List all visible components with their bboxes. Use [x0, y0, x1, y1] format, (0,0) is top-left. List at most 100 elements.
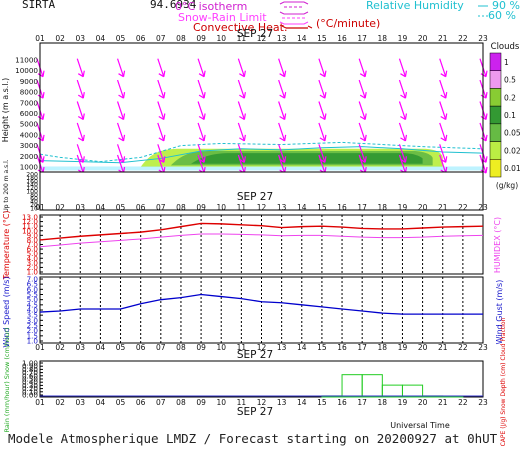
colorbar-label-0.02: 0.02: [504, 146, 521, 155]
low-height-tick-200: 200: [26, 172, 38, 179]
header: SIRTA 94.6934 0°C isotherm Snow-Rain Lim…: [22, 0, 520, 40]
wind-arrow-shaft: [278, 58, 286, 77]
wind-arrow-shaft: [358, 154, 366, 174]
wind-arrow-shaft: [157, 79, 165, 99]
wind-arrow-17-8000: [358, 79, 367, 99]
wind-arrow-shaft: [237, 122, 245, 142]
temp-tick-2.0: 2.0: [27, 263, 39, 272]
wind-hour-06: 06: [136, 343, 146, 352]
wind-arrow-19-4000: [398, 122, 408, 142]
temp-hour-07: 07: [156, 203, 166, 212]
wind-arrow-shaft: [278, 101, 286, 120]
rain-tick-0.60: 0.60: [22, 371, 38, 380]
height-tick-9000: 9000: [20, 77, 39, 86]
wind-arrow-21-10000: [439, 58, 448, 78]
wind-hour-08: 08: [176, 343, 186, 352]
rain-hour-01: 01: [35, 398, 45, 407]
wind-arrow-head: [400, 92, 408, 99]
wind-arrow-head: [279, 113, 287, 121]
temp-axis-label: Temperature (°C): [2, 210, 11, 280]
wind-arrow-shaft: [197, 101, 205, 120]
temp-tick-12.0: 12.0: [22, 217, 38, 226]
height-tick-7000: 7000: [20, 98, 39, 107]
wind-arrow-head: [279, 70, 287, 78]
wind-arrow-head: [198, 92, 206, 99]
wind-arrow-shaft: [237, 79, 245, 99]
wind-hour-16: 16: [337, 343, 347, 352]
rain-hour-13: 13: [277, 398, 287, 407]
wind-arrow-shaft: [76, 101, 84, 120]
wind-arrow-shaft: [439, 144, 447, 163]
top-hour-12: 12: [257, 34, 267, 43]
wind-arrow-shaft: [197, 79, 205, 99]
cloud-panel-frame: [39, 42, 484, 211]
colorbar-swatch-0.01: [489, 159, 502, 178]
wind-arrow-shaft: [76, 154, 84, 174]
temp-tick-4.0: 4.0: [27, 254, 39, 263]
wind-arrow-17-4000: [358, 122, 367, 142]
wind-hour-02: 02: [55, 343, 65, 352]
temp-tick-11.0: 11.0: [22, 222, 38, 231]
height-tick-4000: 4000: [20, 130, 39, 139]
wind-arrow-head: [440, 113, 448, 121]
wind-arrow-head: [319, 113, 327, 121]
wind-arrow-15-8000: [318, 79, 327, 99]
wind-arrow-shaft: [358, 122, 366, 142]
wind-arrow-shaft: [358, 144, 366, 163]
wind-arrow-13-8000: [278, 79, 287, 99]
temp-hour-12: 12: [257, 203, 267, 212]
rain-hour-05: 05: [116, 398, 126, 407]
colorbar-swatch-0.5: [489, 70, 502, 89]
colorbar-label-0.2: 0.2: [504, 93, 516, 102]
low-humidity-band: [40, 166, 483, 171]
colorbar-label-1: 1: [504, 58, 509, 67]
rain-hour-08: 08: [176, 398, 186, 407]
wind-tick-2.0: 2.0: [27, 326, 39, 335]
wind-arrow-shaft: [398, 79, 407, 99]
colorbar-swatch-0.02: [489, 141, 502, 160]
wind-arrow-19-10000: [398, 58, 408, 78]
top-hour-14: 14: [297, 34, 307, 43]
wind-arrow-13-6000: [278, 101, 287, 121]
wind-arrow-head: [77, 113, 85, 121]
legend-rh60-value: 60 %: [488, 9, 516, 22]
wind-arrow-head: [400, 70, 408, 78]
wind-arrow-shaft: [318, 122, 326, 142]
rain-bar-18: [381, 384, 403, 398]
wind-arrow-3-6000: [76, 101, 85, 121]
wind-arrow-15-4000: [318, 122, 327, 142]
top-hour-23: 23: [478, 34, 488, 43]
date-label-temp: SEP 27: [237, 191, 273, 203]
wind-arrow-11-10000: [237, 58, 246, 78]
rain-hour-15: 15: [317, 398, 327, 407]
temp-hour-20: 20: [418, 203, 428, 212]
wind-axis-label: Wind Speed (m/s): [2, 276, 11, 347]
wind-hour-23: 23: [478, 343, 488, 352]
rh90-contour: [39, 146, 484, 164]
wind-arrow-3-10000: [76, 58, 85, 78]
colorbar-title: Clouds: [491, 42, 520, 52]
wind-arrow-head: [440, 92, 448, 99]
rain-hour-11: 11: [237, 398, 247, 407]
temp-tick-5.0: 5.0: [27, 249, 39, 258]
wind-arrow-head: [198, 134, 206, 142]
rain-hour-02: 02: [55, 398, 65, 407]
wind-arrow-head: [77, 92, 85, 99]
wind-arrow-13-4000: [278, 122, 287, 142]
rain-hour-23: 23: [478, 398, 488, 407]
temp-hour-17: 17: [357, 203, 367, 212]
rain-hour-09: 09: [196, 398, 206, 407]
legend-isotherm-swatch: [279, 1, 309, 15]
wind-arrow-7-8000: [157, 79, 166, 99]
wind-arrow-9-8000: [197, 79, 206, 99]
wind-hour-04: 04: [96, 343, 106, 352]
rain-panel-frame: [39, 360, 484, 398]
wind-arrow-head: [400, 134, 408, 142]
height-tick-5000: 5000: [20, 120, 39, 129]
wind-arrow-head: [359, 113, 367, 121]
colorbar-label-0.05: 0.05: [504, 129, 521, 138]
legend-rh90-value: 90 %: [492, 0, 520, 12]
temp-tick-1.0: 1.0: [27, 268, 39, 277]
wind-tick-3.5: 3.5: [27, 311, 38, 320]
wind-arrow-11-4000: [237, 122, 246, 142]
